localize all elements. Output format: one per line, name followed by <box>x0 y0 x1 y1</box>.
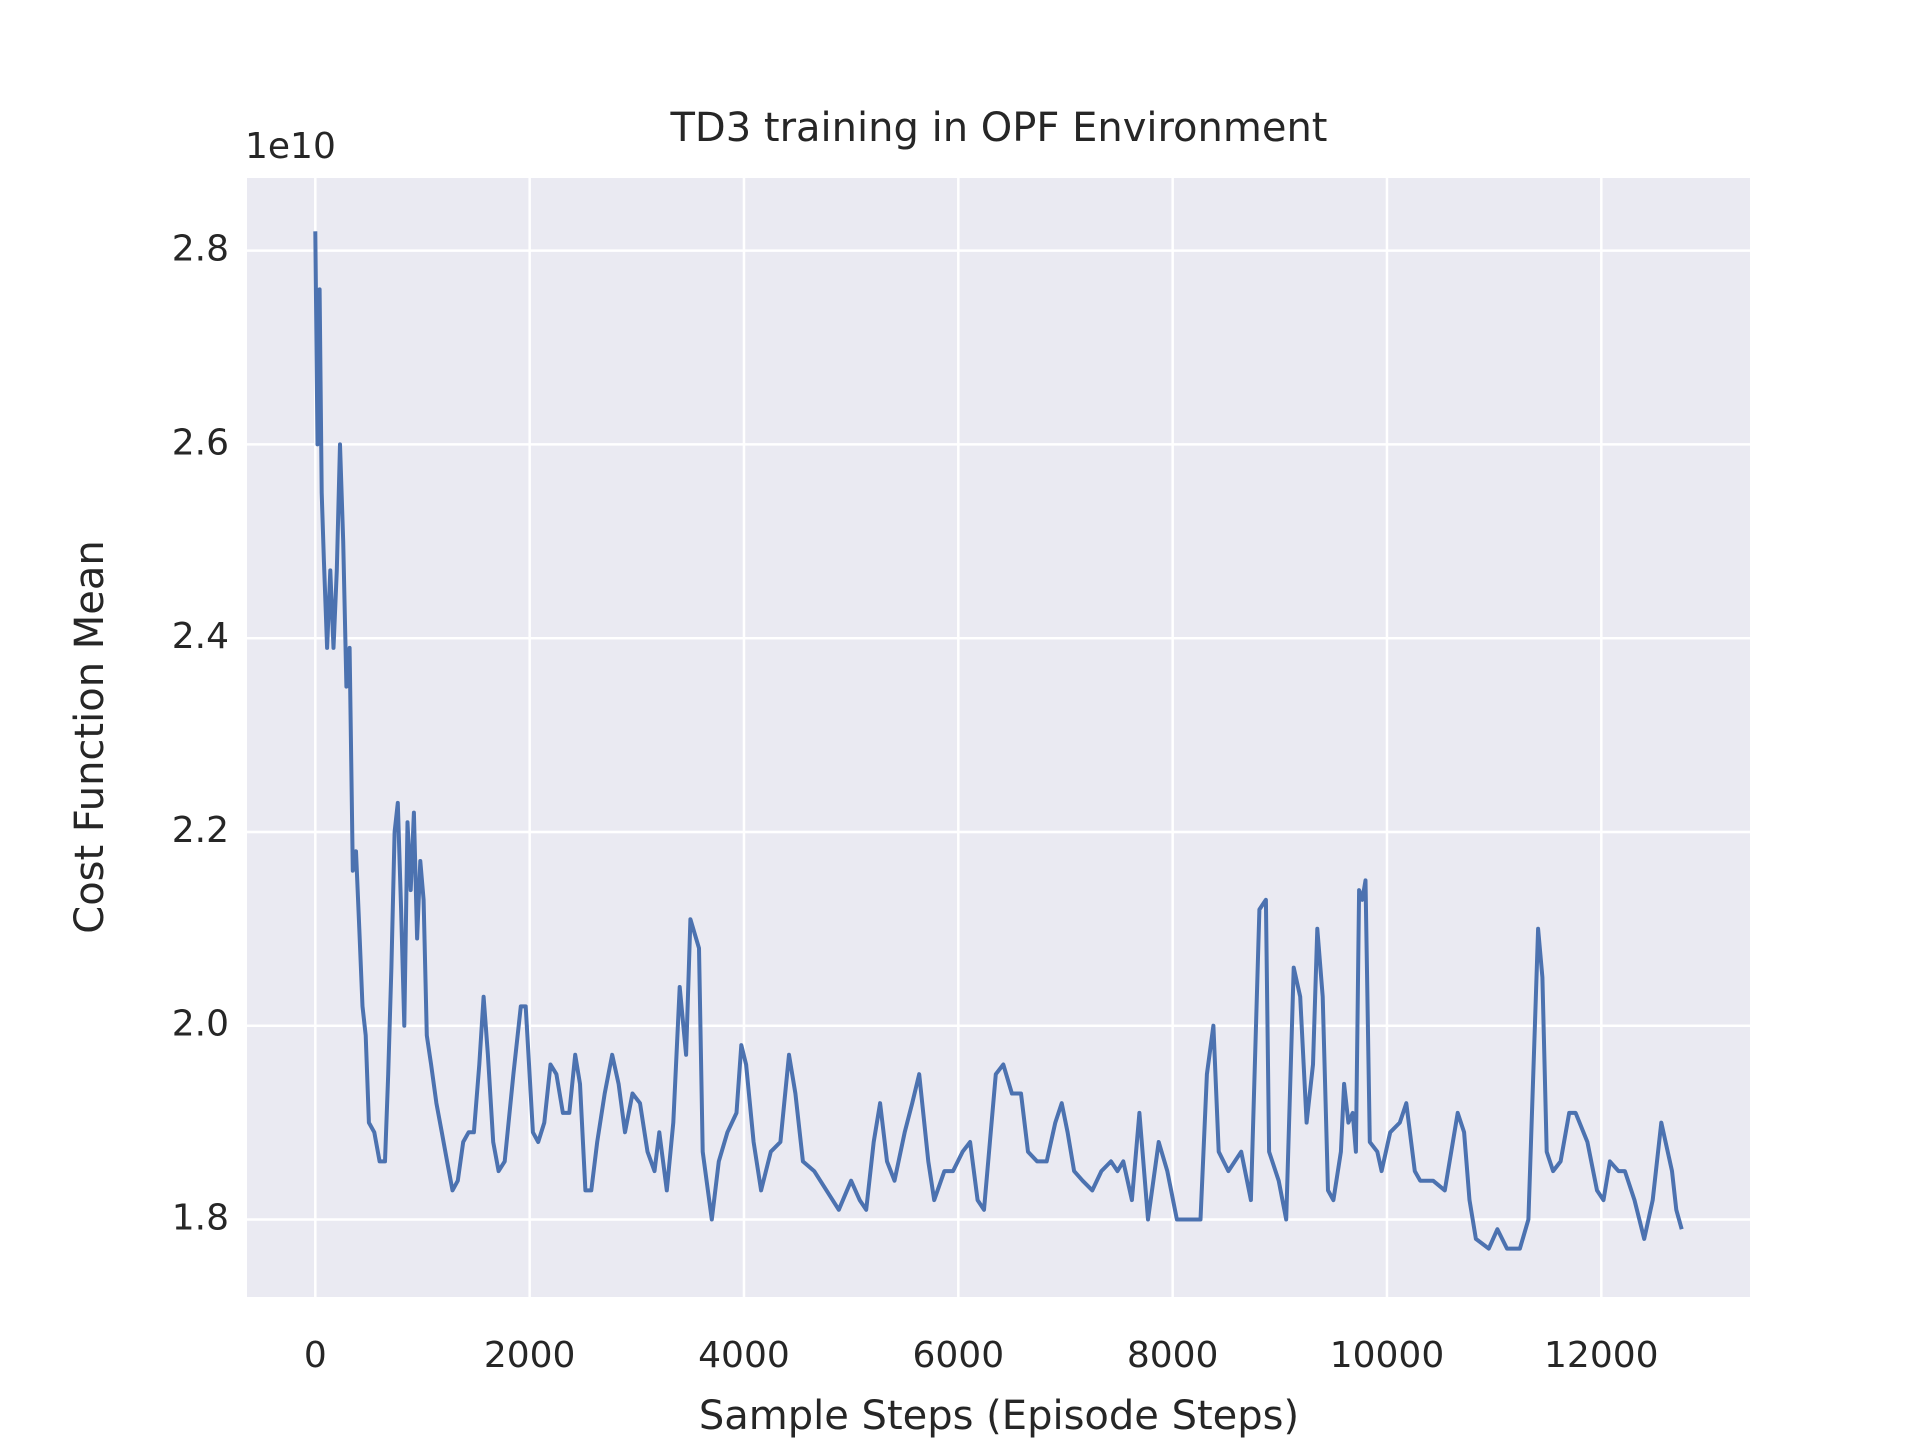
x-tick-label: 2000 <box>484 1335 576 1376</box>
y-tick-label: 2.4 <box>172 616 229 657</box>
x-axis-label: Sample Steps (Episode Steps) <box>699 1393 1299 1439</box>
x-tick-label: 0 <box>304 1335 327 1376</box>
y-tick-label: 2.8 <box>172 229 229 270</box>
x-tick-label: 12000 <box>1544 1335 1659 1376</box>
x-tick-label: 4000 <box>698 1335 790 1376</box>
data-line <box>313 231 1684 1251</box>
y-offset-label: 1e10 <box>245 126 336 167</box>
y-tick-label: 2.2 <box>172 810 229 851</box>
chart-title: TD3 training in OPF Environment <box>670 105 1328 151</box>
y-axis-label: Cost Function Mean <box>67 540 113 933</box>
plot-area <box>247 178 1750 1297</box>
x-tick-label: 8000 <box>1127 1335 1219 1376</box>
y-tick-label: 2.0 <box>172 1004 229 1045</box>
x-tick-label: 10000 <box>1330 1335 1445 1376</box>
y-tick-label: 1.8 <box>172 1197 229 1238</box>
y-tick-label: 2.6 <box>172 422 229 463</box>
x-tick-label: 6000 <box>913 1335 1005 1376</box>
